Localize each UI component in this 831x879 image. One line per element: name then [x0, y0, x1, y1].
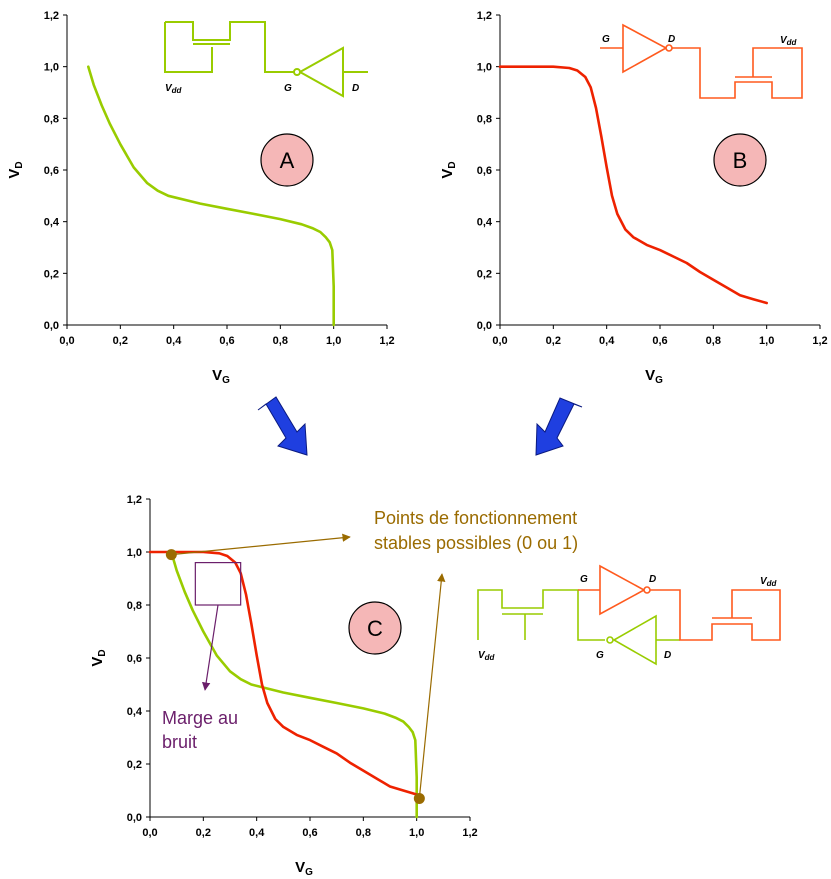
- stable-points-label-line2: stables possibles (0 ou 1): [374, 533, 578, 553]
- x-tick-label: 0,0: [59, 335, 74, 347]
- x-tick-label: 0,4: [249, 827, 265, 839]
- y-axis-label: VD: [439, 161, 458, 178]
- stable-points-label-line1: Points de fonctionnement: [374, 508, 577, 528]
- y-tick-label: 0,8: [127, 600, 142, 612]
- x-tick-label: 0,8: [273, 335, 288, 347]
- y-axis-label: VD: [89, 649, 108, 666]
- y-tick-label: 1,0: [127, 547, 142, 559]
- circuit-c-g-bottom-label: G: [596, 650, 604, 661]
- noise-margin-label-line1: Marge au: [162, 708, 238, 728]
- circuit-a-diagram: [164, 21, 368, 98]
- noise-margin-box: [194, 561, 242, 606]
- y-tick-label: 0,6: [127, 653, 142, 665]
- series-line-green: [170, 550, 419, 819]
- series-line-red: [498, 65, 769, 305]
- x-tick-label: 0,2: [546, 335, 561, 347]
- y-tick-label: 1,2: [477, 10, 492, 22]
- stable-point-marker: [165, 549, 177, 561]
- x-tick-label: 0,8: [356, 827, 371, 839]
- x-axis-label: VG: [295, 859, 313, 878]
- chart-b: 0,0 0,2 0,4 0,6 0,8 1,0 1,2 0,0 0,2 0,4 0,6 0,8 1,0 1…: [439, 10, 828, 386]
- x-tick-label: 0,8: [706, 335, 721, 347]
- y-tick-label: 0,4: [477, 217, 493, 229]
- x-axis-label: VG: [212, 367, 230, 386]
- chart-id-label: A: [280, 148, 295, 173]
- x-tick-label: 0,6: [302, 827, 317, 839]
- noise-margin-label-line2: bruit: [162, 732, 197, 752]
- y-tick-label: 0,0: [44, 320, 59, 332]
- x-tick-label: 1,2: [812, 335, 827, 347]
- y-tick-label: 0,2: [127, 759, 142, 771]
- chart-c: 0,0 0,2 0,4 0,6 0,8 1,0 1,2 0,0 0,2 0,4 0,6 0,8 1,0 1…: [89, 494, 478, 878]
- circuit-a-g-label: G: [284, 83, 292, 94]
- x-tick-label: 0,6: [652, 335, 667, 347]
- y-tick-label: 0,8: [477, 113, 492, 125]
- circuit-c-d-top-label: D: [649, 574, 656, 585]
- y-tick-label: 0,0: [477, 320, 492, 332]
- stable-point-arrow-bottom: [418, 573, 446, 799]
- x-tick-label: 0,0: [492, 335, 507, 347]
- circuit-a-d-label: D: [352, 83, 359, 94]
- x-tick-label: 1,0: [759, 335, 774, 347]
- blue-arrow-left-icon: [257, 396, 308, 456]
- x-tick-label: 0,0: [142, 827, 157, 839]
- series-line-green: [87, 65, 336, 327]
- noise-margin-arrow: [201, 604, 219, 691]
- circuit-c-diagram: [477, 564, 781, 666]
- y-axis-label: VD: [6, 161, 25, 178]
- x-axis-label: VG: [645, 367, 663, 386]
- chart-a: 0,0 0,2 0,4 0,6 0,8 1,0 1,2 0,0 0,2 0,4 0,6 0,8 1,0 1…: [6, 10, 395, 386]
- x-tick-label: 1,2: [462, 827, 477, 839]
- circuit-c-d-bottom-label: D: [664, 650, 671, 661]
- chart-id-label: C: [367, 616, 383, 641]
- stable-point-marker: [413, 792, 425, 804]
- y-tick-label: 0,8: [44, 113, 59, 125]
- x-tick-label: 0,4: [599, 335, 615, 347]
- circuit-b-diagram: [600, 23, 803, 99]
- circuit-b-d-label: D: [668, 34, 675, 45]
- series-line-red: [148, 550, 419, 796]
- circuit-a-vdd-label: Vdd: [165, 83, 183, 95]
- y-tick-label: 0,4: [44, 217, 60, 229]
- circuit-b-g-label: G: [602, 34, 610, 45]
- x-tick-label: 0,4: [166, 335, 182, 347]
- y-tick-label: 0,2: [44, 268, 59, 280]
- chart-id-circle: [260, 133, 314, 187]
- x-tick-label: 0,2: [196, 827, 211, 839]
- x-tick-label: 0,2: [113, 335, 128, 347]
- circuit-c-g-top-label: G: [580, 574, 588, 585]
- x-tick-label: 1,0: [326, 335, 341, 347]
- circuit-c-vdd-left-label: Vdd: [478, 650, 496, 662]
- circuit-b-vdd-label: Vdd: [780, 35, 798, 47]
- circuit-c-vdd-right-label: Vdd: [760, 576, 778, 588]
- x-tick-label: 1,2: [379, 335, 394, 347]
- y-tick-label: 0,4: [127, 706, 143, 718]
- chart-id-label: B: [733, 148, 748, 173]
- y-tick-label: 0,6: [477, 165, 492, 177]
- chart-id-circle: [713, 133, 767, 187]
- blue-arrow-right-icon: [535, 397, 583, 456]
- x-tick-label: 0,6: [219, 335, 234, 347]
- y-tick-label: 1,2: [127, 494, 142, 506]
- y-tick-label: 1,2: [44, 10, 59, 22]
- y-tick-label: 0,2: [477, 268, 492, 280]
- y-tick-label: 1,0: [44, 62, 59, 74]
- y-tick-label: 0,6: [44, 165, 59, 177]
- chart-id-circle: [348, 601, 402, 655]
- y-tick-label: 1,0: [477, 62, 492, 74]
- y-tick-label: 0,0: [127, 812, 142, 824]
- stable-point-arrow-top: [171, 533, 351, 556]
- x-tick-label: 1,0: [409, 827, 424, 839]
